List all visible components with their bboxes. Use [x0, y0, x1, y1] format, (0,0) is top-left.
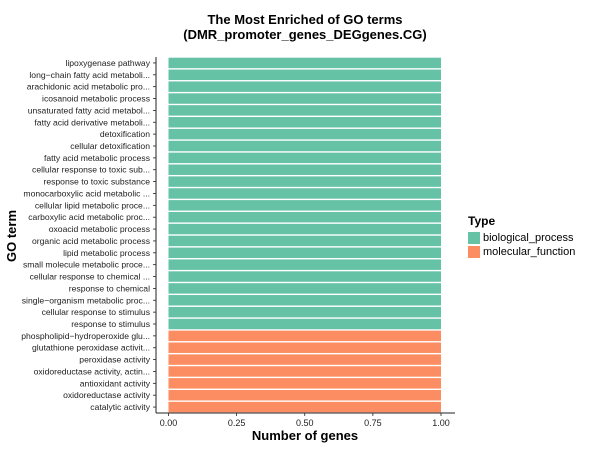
chart-title-line-1: The Most Enriched of GO terms [207, 12, 403, 27]
legend-title: Type [468, 214, 496, 228]
y-tick-label: fatty acid derivative metaboli... [34, 117, 150, 127]
bar [168, 57, 441, 69]
bar [168, 354, 441, 365]
legend-item-molecular-function: molecular_function [468, 245, 575, 259]
legend-label-biological-process: biological_process [483, 232, 574, 244]
y-tick-label: arachidonic acid metabolic pro... [27, 82, 150, 92]
y-tick-label: detoxification [100, 129, 150, 139]
bar [168, 401, 441, 413]
bar [168, 378, 441, 389]
y-tick-label: unsaturated fatty acid metabol... [28, 105, 150, 115]
x-tick-label: 0.50 [296, 418, 314, 428]
legend-swatch-molecular-function [468, 246, 480, 258]
legend-item-biological-process: biological_process [468, 231, 575, 245]
bar [168, 152, 441, 164]
bar [168, 271, 441, 282]
y-tick-label: icosanoid metabolic process [42, 94, 150, 104]
y-tick-label: phospholipid−hydroperoxide glu... [21, 331, 150, 341]
bar [168, 93, 441, 104]
bar [168, 188, 441, 199]
bar [168, 105, 441, 116]
y-tick-label: small molecule metabolic proce... [23, 260, 150, 270]
y-tick-label: glutathione peroxidase activit... [32, 343, 150, 353]
bar [168, 140, 441, 152]
y-tick-label: monocarboxylic acid metabolic ... [23, 188, 150, 198]
y-tick-label: cellular response to stimulus [42, 307, 150, 317]
bar [168, 235, 441, 247]
bar [168, 128, 441, 140]
y-tick-label: oxidoreductase activity, actin... [34, 366, 150, 376]
bar [168, 330, 441, 342]
bar [168, 306, 441, 318]
y-tick-label: response to toxic substance [43, 177, 150, 187]
y-tick-label: carboxylic acid metabolic proc... [28, 212, 150, 222]
y-tick-label: cellular lipid metabolic proce... [35, 200, 150, 210]
bar [168, 223, 441, 235]
bar [168, 81, 441, 92]
bar [168, 164, 441, 175]
bar [168, 318, 441, 330]
x-tick-label: 0.25 [228, 418, 246, 428]
bar [168, 117, 441, 128]
legend-label-molecular-function: molecular_function [483, 246, 576, 258]
bar [168, 176, 441, 187]
bar [168, 366, 441, 377]
bar [168, 211, 441, 223]
y-tick-label: oxidoreductase activity [63, 390, 151, 400]
y-tick-label: catalytic activity [90, 402, 150, 412]
bar [168, 283, 441, 294]
x-axis-title: Number of genes [251, 428, 359, 443]
bar [168, 247, 441, 259]
y-tick-label: cellular response to chemical ... [30, 272, 150, 282]
y-axis-title: GO term [4, 210, 19, 263]
y-tick-label: peroxidase activity [79, 355, 150, 365]
legend: Type biological_process molecular_functi… [468, 214, 575, 259]
x-tick-label: 1.00 [432, 418, 450, 428]
x-tick-label: 0.75 [364, 418, 382, 428]
y-tick-label: long−chain fatty acid metaboli... [29, 70, 150, 80]
y-tick-label: single−organism metabolic proc... [22, 295, 150, 305]
bar [168, 295, 441, 306]
bar [168, 389, 441, 401]
chart-title-line-2: (DMR_promoter_genes_DEGgenes.CG) [183, 27, 427, 42]
y-tick-label: cellular detoxification [70, 141, 150, 151]
bar [168, 342, 441, 353]
y-tick-label: response to stimulus [71, 319, 150, 329]
y-tick-label: lipoxygenase pathway [65, 58, 150, 68]
y-tick-label: fatty acid metabolic process [44, 153, 150, 163]
y-tick-label: lipid metabolic process [63, 248, 150, 258]
y-tick-label: response to chemical [69, 283, 150, 293]
x-tick-label: 0.00 [160, 418, 178, 428]
y-tick-label: oxoacid metabolic process [49, 224, 150, 234]
bar [168, 259, 441, 270]
bar [168, 69, 441, 81]
bar [168, 200, 441, 211]
y-tick-label: organic acid metabolic process [32, 236, 150, 246]
y-tick-label: antioxidant activity [80, 378, 151, 388]
y-tick-label: cellular response to toxic sub... [32, 165, 150, 175]
legend-swatch-biological-process [468, 232, 480, 244]
